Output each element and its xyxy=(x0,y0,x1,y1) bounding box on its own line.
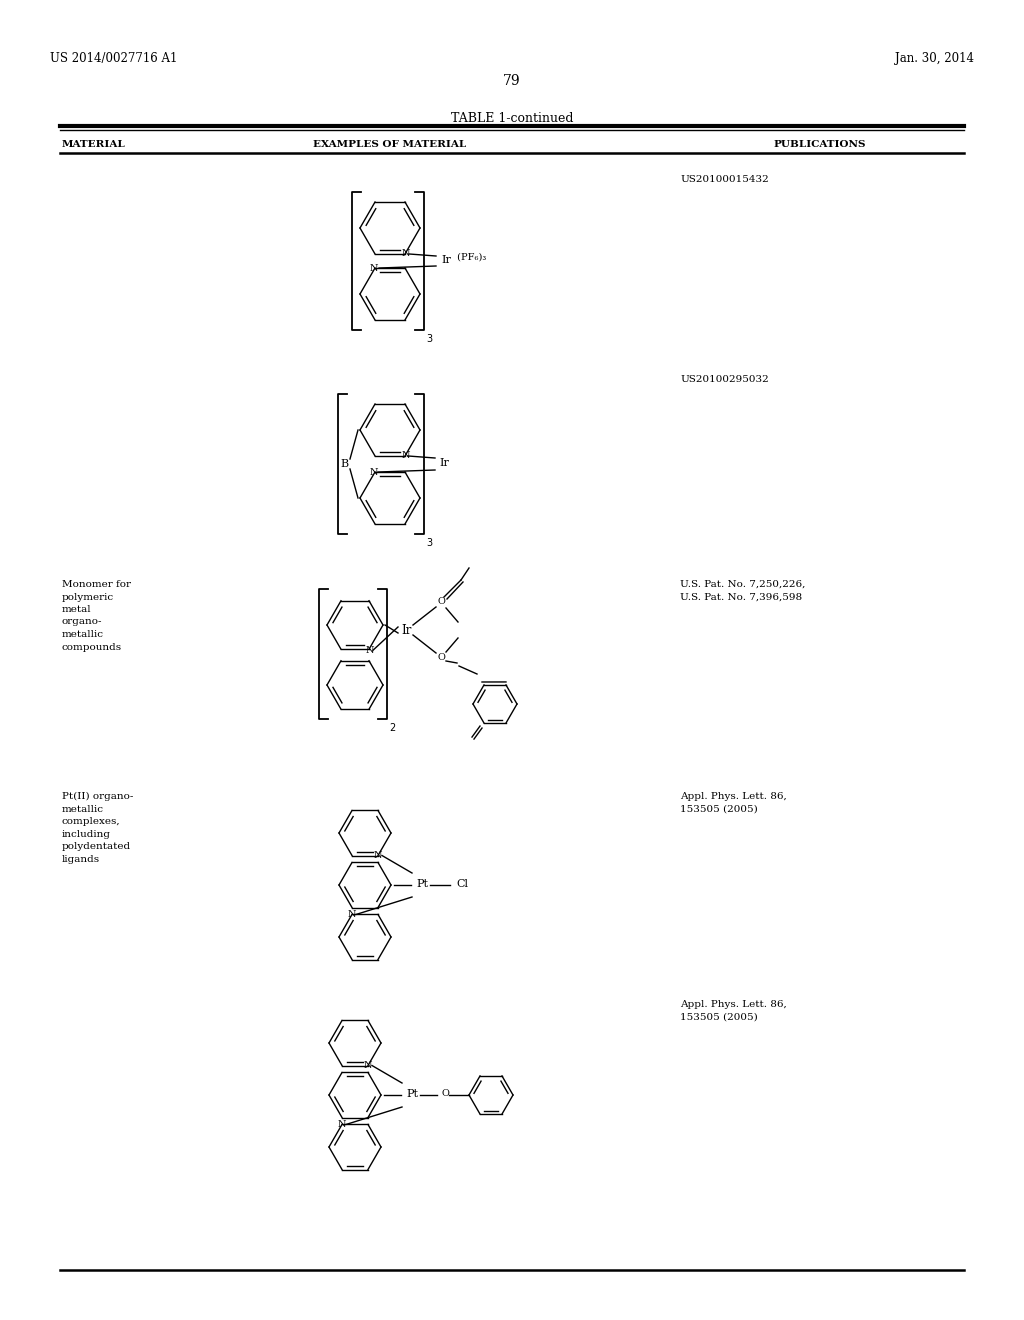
Text: N: N xyxy=(370,264,378,272)
Text: Ir: Ir xyxy=(439,458,449,469)
Text: N: N xyxy=(364,1061,373,1071)
Text: U.S. Pat. No. 7,250,226,
U.S. Pat. No. 7,396,598: U.S. Pat. No. 7,250,226, U.S. Pat. No. 7… xyxy=(680,579,805,602)
Text: N: N xyxy=(374,851,382,861)
Text: Pt: Pt xyxy=(406,1089,418,1100)
Text: TABLE 1-continued: TABLE 1-continued xyxy=(451,112,573,125)
Text: Pt(II) organo-
metallic
complexes,
including
polydentated
ligands: Pt(II) organo- metallic complexes, inclu… xyxy=(62,792,133,863)
Text: US 2014/0027716 A1: US 2014/0027716 A1 xyxy=(50,51,177,65)
Text: 2: 2 xyxy=(389,723,395,733)
Text: 3: 3 xyxy=(426,334,432,345)
Text: Monomer for
polymeric
metal
organo-
metallic
compounds: Monomer for polymeric metal organo- meta… xyxy=(62,579,131,652)
Text: N: N xyxy=(366,645,374,655)
Text: Pt: Pt xyxy=(416,879,428,888)
Text: (PF₆)₃: (PF₆)₃ xyxy=(454,252,486,261)
Text: O: O xyxy=(441,1089,449,1098)
Text: O: O xyxy=(437,598,445,606)
Text: Ir: Ir xyxy=(401,623,412,636)
Text: N: N xyxy=(401,249,411,259)
Text: Ir: Ir xyxy=(441,255,451,265)
Text: O: O xyxy=(437,653,445,663)
Text: Appl. Phys. Lett. 86,
153505 (2005): Appl. Phys. Lett. 86, 153505 (2005) xyxy=(680,792,786,813)
Text: 3: 3 xyxy=(426,539,432,548)
Text: 79: 79 xyxy=(503,74,521,88)
Text: Cl: Cl xyxy=(456,879,468,888)
Text: B: B xyxy=(340,459,348,469)
Text: US20100295032: US20100295032 xyxy=(680,375,769,384)
Text: Jan. 30, 2014: Jan. 30, 2014 xyxy=(895,51,974,65)
Text: PUBLICATIONS: PUBLICATIONS xyxy=(774,140,866,149)
Text: US20100015432: US20100015432 xyxy=(680,176,769,183)
Text: N: N xyxy=(348,909,356,919)
Text: MATERIAL: MATERIAL xyxy=(62,140,126,149)
Text: N: N xyxy=(370,467,378,477)
Text: Appl. Phys. Lett. 86,
153505 (2005): Appl. Phys. Lett. 86, 153505 (2005) xyxy=(680,1001,786,1022)
Text: N: N xyxy=(401,451,411,461)
Text: EXAMPLES OF MATERIAL: EXAMPLES OF MATERIAL xyxy=(313,140,467,149)
Text: N: N xyxy=(338,1119,346,1129)
